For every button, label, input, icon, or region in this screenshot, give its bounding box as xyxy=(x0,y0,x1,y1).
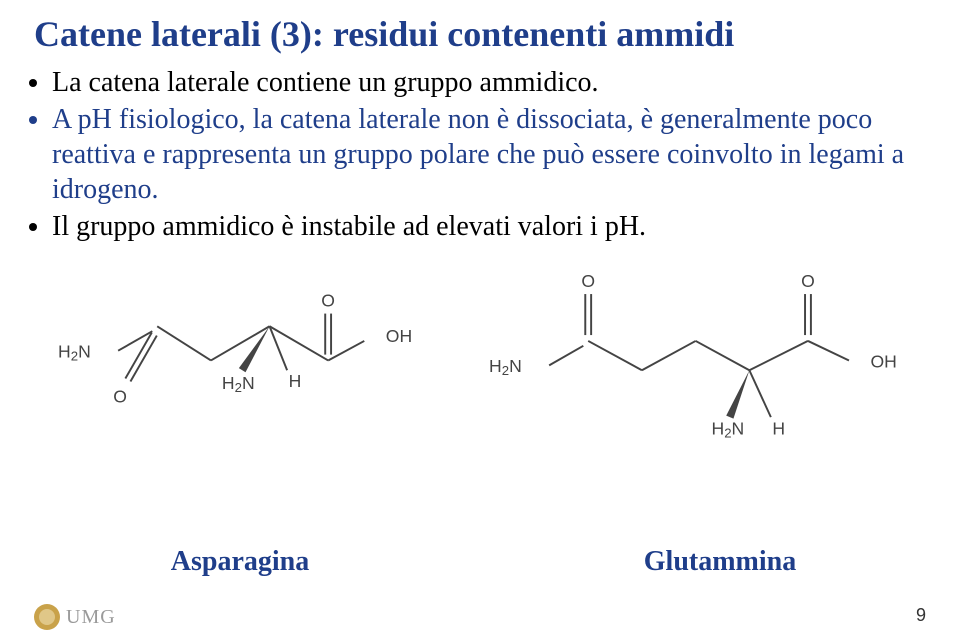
bullet-text: La catena laterale contiene un gruppo am… xyxy=(52,67,599,98)
bullet-item: Il gruppo ammidico è instabile ad elevat… xyxy=(52,209,926,244)
asparagine-caption: Asparagina xyxy=(0,546,480,578)
svg-text:O: O xyxy=(113,386,127,406)
svg-text:H2N: H2N xyxy=(58,342,91,364)
svg-text:O: O xyxy=(801,271,815,291)
glutamine-caption: Glutammina xyxy=(480,546,960,578)
umg-logo: UMG xyxy=(34,604,116,630)
glutamine-structure: H2N O O OH H2N H xyxy=(471,270,920,490)
bullet-text: Il gruppo ammidico è instabile ad elevat… xyxy=(52,211,646,242)
bullet-item: La catena laterale contiene un gruppo am… xyxy=(52,65,926,100)
slide-title: Catene laterali (3): residui contenenti … xyxy=(34,14,926,55)
svg-text:H2N: H2N xyxy=(489,356,522,378)
figure-captions: Asparagina Glutammina xyxy=(0,546,960,578)
svg-text:H: H xyxy=(289,371,302,391)
svg-text:O: O xyxy=(581,271,595,291)
svg-text:H2N: H2N xyxy=(711,419,744,441)
bullet-text: A pH fisiologico, la catena laterale non… xyxy=(52,104,904,205)
svg-text:OH: OH xyxy=(386,326,412,346)
svg-text:OH: OH xyxy=(870,351,896,371)
svg-text:H: H xyxy=(772,419,785,439)
asparagine-structure: H2N O O OH H2N H xyxy=(40,270,431,490)
slide-footer: UMG 9 xyxy=(0,598,960,630)
bullet-item: A pH fisiologico, la catena laterale non… xyxy=(52,102,926,207)
slide: Catene laterali (3): residui contenenti … xyxy=(0,0,960,638)
logo-badge-icon xyxy=(34,604,60,630)
svg-text:O: O xyxy=(321,291,335,311)
page-number: 9 xyxy=(916,605,926,626)
logo-text: UMG xyxy=(66,606,116,629)
bullet-list: La catena laterale contiene un gruppo am… xyxy=(34,65,926,244)
svg-text:H2N: H2N xyxy=(222,373,255,395)
figure-row: H2N O O OH H2N H H2N O O OH H2N H xyxy=(40,270,920,500)
